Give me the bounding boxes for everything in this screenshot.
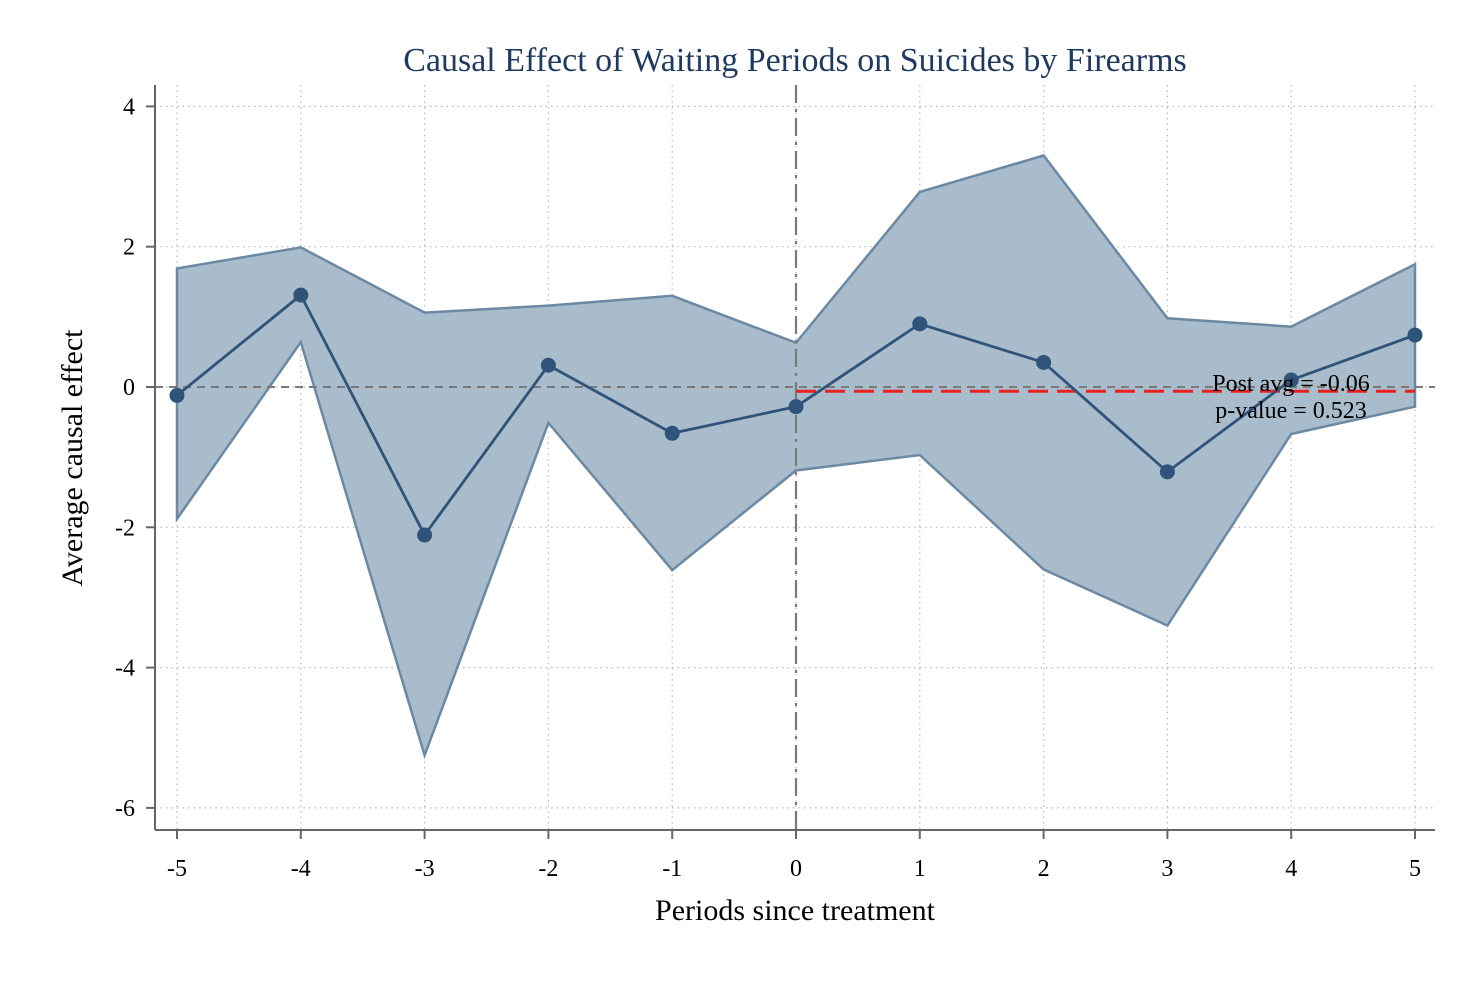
y-tick-label: -6 <box>115 796 135 822</box>
x-tick-label: -5 <box>167 856 187 882</box>
p-value-annotation: p-value = 0.523 <box>1215 398 1367 424</box>
series-group <box>169 287 1423 543</box>
y-tick-label: 2 <box>123 235 135 261</box>
y-tick-label: 4 <box>123 94 135 120</box>
post-avg-annotation: Post avg = -0.06 <box>1212 371 1370 397</box>
x-tick-label: 5 <box>1409 856 1421 882</box>
x-tick-label: -4 <box>291 856 311 882</box>
effect-point <box>1283 372 1299 388</box>
chart-title: Causal Effect of Waiting Periods on Suic… <box>403 42 1187 79</box>
effect-point <box>664 425 680 441</box>
y-tick-label: -2 <box>115 515 135 541</box>
x-tick-label: -2 <box>538 856 558 882</box>
effect-point <box>912 316 928 332</box>
x-tick-label: 4 <box>1285 856 1297 882</box>
effect-point <box>1036 354 1052 370</box>
x-tick-label: -1 <box>662 856 682 882</box>
tick-labels: -5 -4 -3 -2 -1 0 1 2 3 4 5 4 2 0 -2 -4 -6 <box>115 94 1421 882</box>
effect-point <box>169 387 185 403</box>
x-tick-label: 2 <box>1038 856 1050 882</box>
effect-point <box>1407 327 1423 343</box>
effect-point <box>293 287 309 303</box>
reference-lines <box>155 85 1435 830</box>
effect-point <box>540 357 556 373</box>
y-tick-label: 0 <box>123 375 135 401</box>
effect-point <box>1159 464 1175 480</box>
y-axis-title: Average causal effect <box>56 329 89 587</box>
x-tick-label: 0 <box>790 856 802 882</box>
x-tick-label: -3 <box>415 856 435 882</box>
axes <box>146 85 1435 839</box>
y-tick-label: -4 <box>115 656 135 682</box>
x-tick-label: 1 <box>914 856 926 882</box>
effect-point <box>417 527 433 543</box>
x-axis-title: Periods since treatment <box>655 894 936 927</box>
x-tick-label: 3 <box>1161 856 1173 882</box>
effect-point <box>788 399 804 415</box>
